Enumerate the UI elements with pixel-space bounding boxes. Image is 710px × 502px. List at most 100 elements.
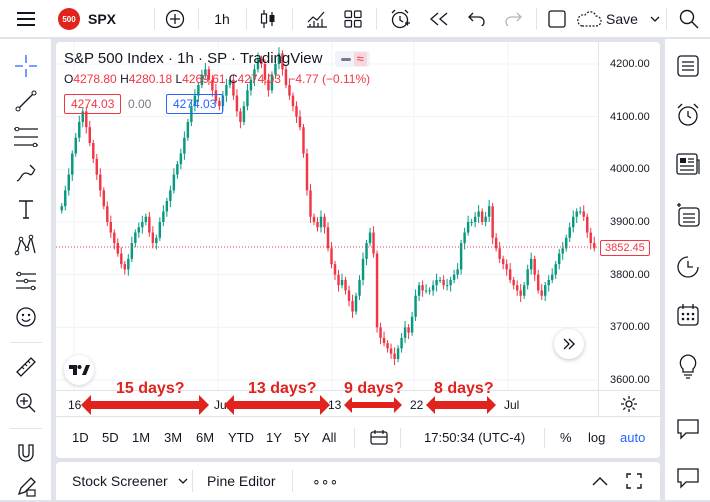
maximize-panel-icon[interactable] (626, 462, 642, 500)
lock-pencil-icon[interactable] (8, 472, 44, 502)
indicators-icon[interactable] (302, 0, 332, 38)
zoom-in-icon[interactable] (8, 388, 44, 418)
compare-add-icon[interactable] (160, 0, 190, 38)
candle-body (393, 353, 396, 359)
candle-body (368, 232, 372, 244)
log-scale-toggle[interactable]: log (588, 429, 606, 445)
candle-body (470, 222, 473, 223)
ruler-icon[interactable] (8, 352, 44, 382)
fib-retracement-icon[interactable] (8, 122, 44, 152)
candle-body (351, 301, 354, 312)
price-chart[interactable] (56, 42, 660, 416)
candle-body (176, 164, 179, 175)
redo-icon[interactable] (498, 0, 528, 38)
candle-body (295, 106, 298, 117)
x-tick-label: 16 (68, 398, 82, 412)
series-title[interactable]: S&P 500 Index · 1h · SP · TradingView ≈ (64, 50, 370, 68)
range-ytd[interactable]: YTD (228, 429, 254, 445)
candle-body (106, 206, 109, 222)
watchlist-icon[interactable] (671, 49, 705, 83)
candle-body (102, 190, 106, 207)
range-1d[interactable]: 1D (72, 429, 89, 445)
calendar-icon[interactable] (671, 298, 705, 332)
range-all[interactable]: All (322, 429, 337, 445)
tradingview-logo[interactable] (64, 355, 94, 385)
search-icon[interactable] (674, 0, 704, 38)
alert-clock-icon[interactable] (385, 0, 415, 38)
scroll-to-realtime-button[interactable] (554, 329, 584, 359)
brush-icon[interactable] (8, 158, 44, 188)
symbol-name: SPX (88, 11, 117, 27)
news-icon[interactable] (671, 147, 705, 181)
arrow-13-days (224, 395, 330, 415)
interval-button[interactable]: 1h (214, 11, 230, 27)
crosshair-icon[interactable] (8, 51, 44, 81)
date-range-calendar-icon[interactable] (370, 418, 388, 456)
trend-line-icon[interactable] (8, 86, 44, 116)
cloud-icon (577, 11, 602, 27)
text-tool-icon[interactable] (8, 194, 44, 224)
menu-icon[interactable] (8, 0, 44, 38)
alarm-clock-icon[interactable] (671, 98, 705, 132)
range-1m[interactable]: 1M (132, 429, 151, 445)
candle-body (579, 211, 582, 213)
auto-scale-toggle[interactable]: auto (620, 429, 646, 445)
candle-body (165, 200, 169, 212)
spread-value: 0.00 (128, 97, 152, 111)
legend-toggle[interactable]: ≈ (334, 51, 370, 68)
sell-price-box[interactable]: 4274.03 (64, 94, 122, 114)
symbol-search[interactable]: 500 SPX (58, 0, 122, 38)
y-tick-label: 4200.00 (610, 58, 650, 70)
more-tabs-button[interactable]: ∘∘∘ (312, 472, 339, 489)
pattern-icon[interactable] (8, 230, 44, 260)
layout-grid-icon[interactable] (338, 0, 368, 38)
candle-body (323, 216, 326, 228)
candle-body (333, 264, 337, 275)
hotlist-icon[interactable] (671, 250, 705, 284)
replay-icon[interactable] (424, 0, 454, 38)
prediction-icon[interactable] (8, 266, 44, 296)
candle-body (505, 264, 508, 270)
undo-icon[interactable] (462, 0, 492, 38)
candle-body (543, 285, 547, 296)
buy-price-box[interactable]: 4274.03 (166, 94, 224, 114)
collapse-panel-chevron-up-icon[interactable] (592, 462, 608, 500)
candle-body (589, 232, 592, 244)
candles-icon[interactable] (254, 0, 282, 38)
candle-body (186, 121, 190, 138)
timezone-clock[interactable]: 17:50:34 (UTC-4) (424, 429, 526, 445)
x-tick-label: Jul (504, 398, 520, 412)
candle-body (547, 279, 550, 286)
chart-settings-gear-icon[interactable] (620, 395, 638, 418)
save-button[interactable]: Save (576, 0, 666, 38)
candle-body (109, 222, 113, 233)
messages-icon[interactable] (671, 461, 705, 495)
range-3m[interactable]: 3M (164, 429, 183, 445)
data-window-icon[interactable] (671, 199, 705, 233)
magnet-icon[interactable] (8, 438, 44, 468)
fullscreen-square-icon[interactable] (544, 0, 570, 38)
percent-scale-toggle[interactable]: % (560, 429, 572, 445)
candle-body (456, 269, 459, 275)
range-5y[interactable]: 5Y (294, 429, 310, 445)
ideas-lightbulb-icon[interactable] (671, 349, 705, 383)
candle-body (141, 222, 144, 228)
candle-body (179, 153, 183, 165)
symbol-badge: 500 (58, 8, 80, 30)
chats-icon[interactable] (671, 412, 705, 446)
candle-body (438, 279, 442, 281)
candle-body (431, 285, 435, 291)
emoji-icon[interactable] (8, 302, 44, 332)
candle-body (582, 211, 585, 217)
range-6m[interactable]: 6M (196, 429, 215, 445)
candle-body (386, 343, 389, 349)
range-1y[interactable]: 1Y (266, 429, 282, 445)
candle-body (491, 206, 494, 238)
range-5d[interactable]: 5D (102, 429, 119, 445)
tab-stock-screener[interactable]: Stock Screener (72, 462, 188, 500)
candle-body (533, 258, 536, 275)
candle-body (214, 90, 218, 101)
y-tick-label: 3900.00 (610, 216, 650, 228)
tab-pine-editor[interactable]: Pine Editor (207, 473, 276, 489)
high-value: 4280.18 (128, 72, 173, 86)
